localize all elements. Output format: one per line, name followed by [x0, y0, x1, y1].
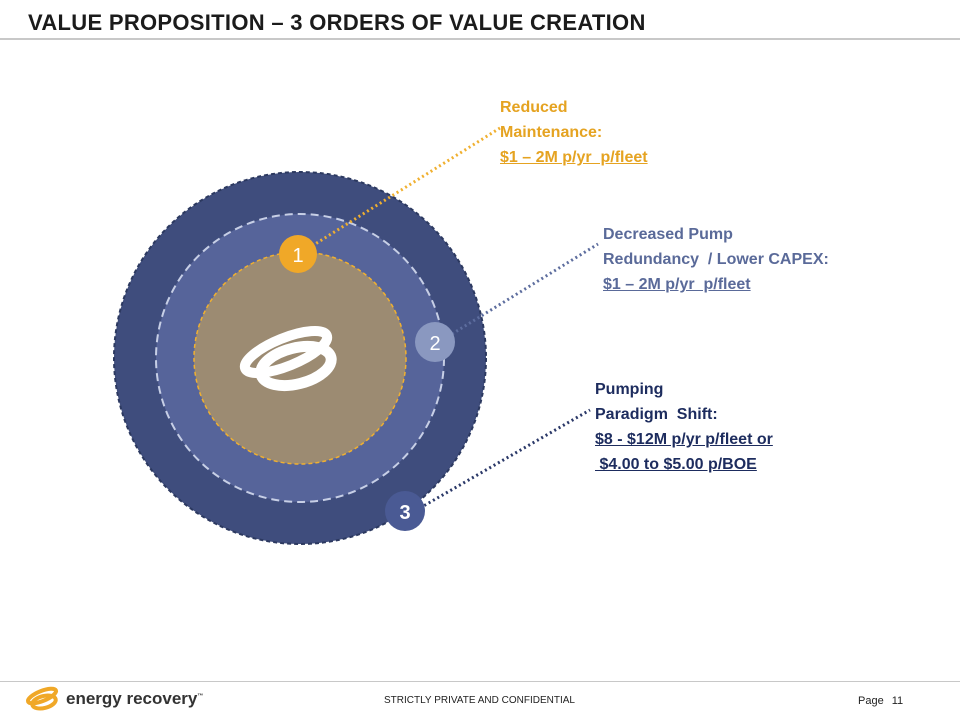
label-decreased-pump-redundancy: Decreased Pump Redundancy / Lower CAPEX:… — [603, 222, 829, 297]
badge-3: 3 — [385, 491, 425, 531]
value-rings-diagram: 1 2 3 — [113, 126, 599, 545]
label-1-line2: Maintenance: — [500, 124, 603, 141]
badge-1: 1 — [279, 235, 317, 273]
svg-text:2: 2 — [429, 333, 440, 355]
label-pumping-paradigm-shift: Pumping Paradigm Shift: $8 - $12M p/yr p… — [595, 377, 773, 477]
connector-line-2 — [451, 242, 599, 336]
page-indicator: Page 11 — [858, 695, 903, 707]
page-number: 11 — [891, 695, 904, 707]
label-1-line1: Reduced — [500, 99, 568, 116]
brand-name: energy recovery™ — [66, 689, 203, 709]
title-divider — [0, 38, 960, 40]
brand-text: energy recovery — [66, 689, 198, 708]
label-3-line2: Paradigm Shift: — [595, 406, 718, 423]
page-title: VALUE PROPOSITION – 3 ORDERS OF VALUE CR… — [28, 10, 646, 35]
energy-recovery-logo-icon — [239, 326, 337, 392]
label-3-line1: Pumping — [595, 381, 664, 398]
trademark: ™ — [197, 693, 204, 700]
confidential-notice: STRICTLY PRIVATE AND CONFIDENTIAL — [384, 695, 575, 706]
badge-2: 2 — [415, 322, 455, 362]
energy-recovery-small-logo-icon — [25, 686, 59, 711]
label-reduced-maintenance: Reduced Maintenance: $1 – 2M p/yr p/flee… — [500, 95, 648, 170]
label-2-value: $1 – 2M p/yr p/fleet — [603, 276, 751, 293]
page-label: Page — [858, 695, 884, 707]
connector-line-1 — [311, 126, 501, 248]
ring-3-border — [113, 171, 487, 545]
footer-divider — [0, 681, 960, 682]
svg-text:1: 1 — [292, 245, 303, 267]
label-1-value: $1 – 2M p/yr p/fleet — [500, 149, 648, 166]
label-3-value2: $4.00 to $5.00 p/BOE — [595, 456, 757, 473]
label-2-line2: Redundancy / Lower CAPEX: — [603, 251, 829, 268]
label-2-line1: Decreased Pump — [603, 226, 733, 243]
label-3-value: $8 - $12M p/yr p/fleet or — [595, 431, 773, 448]
svg-text:3: 3 — [399, 502, 410, 524]
